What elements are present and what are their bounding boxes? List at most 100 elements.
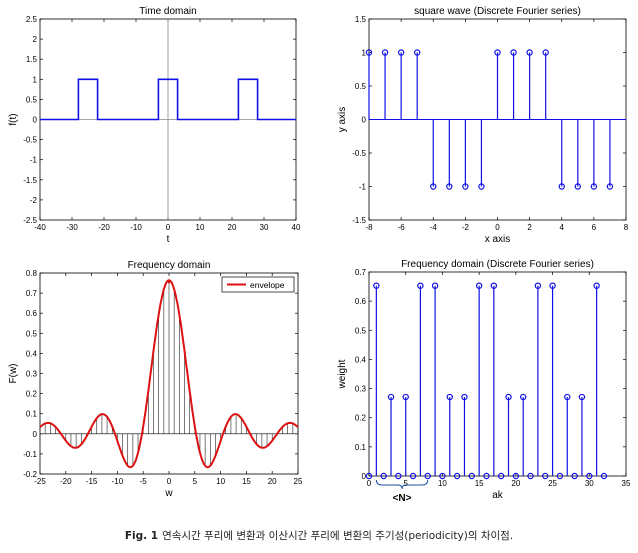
stem-marker: [417, 282, 424, 289]
stem-marker: [446, 393, 453, 401]
stem-marker: [593, 282, 600, 289]
stem-marker: [534, 282, 542, 289]
stem-marker: [510, 49, 517, 56]
y-tick-label: 0.7: [26, 289, 38, 298]
stem-marker: [578, 393, 586, 401]
stem-marker: [373, 282, 380, 289]
y-tick-label: 2.5: [26, 15, 38, 24]
stem-marker: [430, 183, 437, 190]
y-tick-label: 0.5: [26, 329, 38, 338]
stem-marker: [497, 472, 505, 480]
y-tick-label: -1: [30, 156, 38, 165]
stem-marker: [387, 393, 395, 401]
stem-marker: [558, 183, 565, 190]
x-tick-label: 15: [242, 477, 251, 486]
y-tick-label: -0.2: [23, 470, 37, 479]
y-tick-label: 0.6: [355, 297, 367, 306]
x-tick-label: -4: [430, 223, 438, 232]
stem-marker: [574, 183, 582, 190]
y-tick-label: 0.6: [26, 309, 38, 318]
stem-marker: [483, 472, 490, 480]
chart-title: square wave (Discrete Fourier series): [414, 6, 581, 17]
y-tick-label: 0.1: [26, 410, 38, 419]
stem-marker: [571, 472, 578, 480]
x-tick-label: 0: [167, 477, 172, 486]
stem-marker: [409, 472, 417, 480]
caption-label: Fig. 1: [124, 530, 159, 542]
x-tick-label: 4: [560, 223, 565, 232]
stem-marker: [462, 183, 469, 190]
y-tick-label: 0.2: [355, 414, 367, 423]
period-annotation: <N>: [393, 493, 412, 504]
x-tick-label: -25: [34, 477, 46, 486]
stem-marker: [365, 49, 373, 56]
y-tick-label: 2: [33, 35, 38, 44]
y-tick-label: -0.5: [23, 136, 37, 145]
stem-marker: [424, 472, 431, 480]
y-tick-label: -2: [30, 196, 38, 205]
stem-marker: [453, 472, 461, 480]
y-tick-label: 0.5: [355, 82, 367, 91]
y-tick-label: -1: [359, 183, 367, 192]
x-tick-label: 35: [622, 479, 631, 488]
series-line: [40, 78, 296, 121]
y-tick-label: 1: [362, 49, 367, 58]
x-tick-label: 8: [624, 223, 629, 232]
x-tick-label: -6: [398, 223, 406, 232]
x-tick-label: 40: [292, 223, 301, 232]
x-tick-label: -10: [112, 477, 124, 486]
stem-marker: [542, 49, 549, 56]
chart-square: -8 -6 -4 -2 0 2 4 6 8 -1.5 -1 -0.5 0 0.5 1 1.5 square wa…: [337, 6, 629, 245]
figure-caption: Fig. 1 연속시간 푸리에 변환과 이산시간 푸리에 변환의 주기성(peri…: [0, 528, 638, 543]
x-tick-label: -8: [365, 223, 373, 232]
x-axis-label: x axis: [485, 234, 511, 245]
chart-freq: -25 -20 -15 -10 -5 0 5 10 15 20 25 -0.2 -0.1 0 0.1 0.2 0…: [8, 260, 303, 499]
chart-title: Frequency domain: [128, 260, 211, 271]
x-tick-label: 25: [294, 477, 303, 486]
x-tick-label: 20: [228, 223, 237, 232]
x-axis-label: w: [164, 488, 173, 499]
stem-marker: [586, 472, 593, 480]
x-axis-label: ak: [492, 490, 504, 501]
stem-marker: [365, 472, 373, 480]
x-tick-label: -20: [60, 477, 72, 486]
y-tick-label: -1.5: [352, 216, 366, 225]
x-tick-label: 30: [260, 223, 269, 232]
x-tick-label: 0: [166, 223, 171, 232]
stem-marker: [461, 393, 468, 401]
y-tick-label: -2.5: [23, 216, 37, 225]
y-axis-label: f(t): [8, 113, 19, 125]
period-brace: [375, 479, 429, 490]
stem-marker: [431, 282, 439, 289]
stem-marker: [397, 49, 405, 56]
chart-dfs: 0 5 10 15 20 25 30 35 0 0.1 0.2 0.3 0.4 0.5 0.6 0.7 Freq…: [337, 259, 631, 504]
legend-label: envelope: [250, 280, 285, 290]
stem-marker: [475, 282, 483, 289]
plot-frame: [368, 271, 627, 477]
x-axis-label: t: [167, 234, 170, 245]
y-tick-label: 1: [33, 75, 38, 84]
x-tick-label: 10: [216, 477, 225, 486]
legend-box: [221, 276, 295, 293]
x-tick-label: 20: [268, 477, 277, 486]
x-tick-label: -20: [98, 223, 110, 232]
y-tick-label: -0.1: [23, 450, 37, 459]
y-tick-label: 0.2: [26, 390, 38, 399]
y-tick-label: 1.5: [355, 15, 367, 24]
x-tick-label: 10: [438, 479, 447, 488]
y-tick-label: 0.5: [355, 326, 367, 335]
y-tick-label: 0: [362, 116, 367, 125]
chart-title: Time domain: [139, 6, 196, 17]
y-tick-label: 1.5: [26, 55, 38, 64]
stem-marker: [542, 472, 549, 480]
y-tick-label: 0: [362, 472, 367, 481]
y-tick-label: 0.3: [355, 385, 367, 394]
y-tick-label: 0.4: [355, 355, 367, 364]
stem-marker: [446, 183, 453, 190]
y-tick-label: 0: [33, 116, 38, 125]
x-tick-label: 5: [193, 477, 198, 486]
y-axis-label: F(w): [8, 364, 19, 384]
x-tick-label: -40: [34, 223, 46, 232]
envelope-line: [39, 278, 299, 469]
stem-marker: [478, 183, 485, 190]
